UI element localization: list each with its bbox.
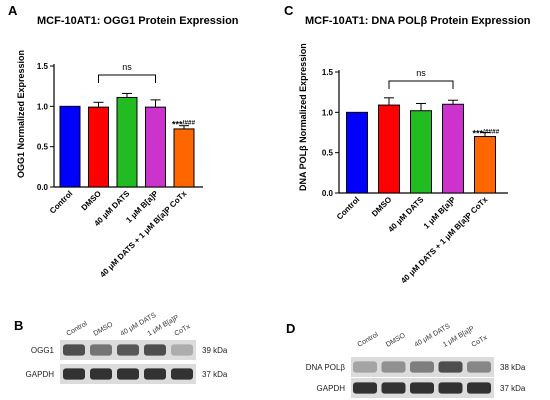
- chart-1-bar: [474, 136, 496, 194]
- blot-0-band: [63, 344, 85, 356]
- chart-0-ytick-label: 0.5: [37, 143, 49, 152]
- blot-1-band: [467, 382, 491, 394]
- chart-0-category-label: DMSO: [80, 189, 103, 212]
- chart-0-significance-stars: ***: [172, 120, 183, 130]
- blot-0-lane-label: CoTx: [174, 323, 192, 338]
- blot-0-band: [63, 368, 85, 380]
- panel-c: C MCF-10AT1: DNA POLβ Protein Expression…: [284, 3, 531, 285]
- panel-d-letter: D: [286, 321, 295, 336]
- blot-0-band: [117, 344, 139, 356]
- blot-1-lane-label: DMSO: [385, 332, 407, 349]
- chart-0-bar: [145, 106, 166, 188]
- blot-0-kda-label: 37 kDa: [202, 370, 228, 379]
- blot-1-band: [381, 361, 406, 373]
- chart-1-ytick-label: 1.5: [322, 68, 334, 77]
- panel-c-ylabel: DNA POLβ Normalized Expression: [298, 43, 308, 191]
- chart-0-ns-bracket: [98, 74, 156, 83]
- blot-0-band: [171, 344, 193, 356]
- blot-0-band: [117, 368, 139, 380]
- chart-0-bar: [88, 106, 109, 188]
- chart-0-bar: [173, 128, 195, 188]
- chart-1-bar: [442, 103, 464, 194]
- blot-0-protein-label: OGG1: [31, 346, 55, 355]
- blot-1-lane-label: Control: [357, 331, 380, 349]
- blot-1-band: [410, 361, 434, 373]
- blot-1-band: [438, 382, 463, 394]
- chart-1-bar: [346, 111, 368, 194]
- blot-1-band: [381, 382, 406, 394]
- chart-1-ns-bracket: [388, 80, 454, 89]
- panel-c-letter: C: [284, 3, 294, 18]
- chart-0-ytick-label: 1.0: [37, 102, 49, 111]
- chart-0-ns-label: ns: [122, 62, 132, 72]
- blot-0-lane-label: DMSO: [93, 321, 115, 338]
- blot-1-protein-label: DNA POLβ: [306, 363, 346, 372]
- chart-1-bar: [378, 104, 400, 194]
- chart-1-significance-stars: ***: [473, 129, 484, 139]
- chart-0-ytick-label: 0.0: [37, 183, 49, 192]
- chart-0-bar: [59, 105, 81, 188]
- chart-1-ytick-label: 0.5: [322, 149, 334, 158]
- blot-0-band: [144, 368, 166, 380]
- chart-1-significance: ***/####: [473, 129, 500, 139]
- blot-1-protein-label: GAPDH: [317, 384, 346, 393]
- blot-1-band: [353, 361, 377, 373]
- chart-1-significance-hashes: /####: [483, 129, 500, 136]
- blot-1-kda-label: 37 kDa: [500, 384, 526, 393]
- chart-0-ytick-label: 1.5: [37, 62, 49, 71]
- blot-1-band: [467, 361, 491, 373]
- chart-1-ns-label: ns: [416, 68, 426, 78]
- chart-1-ytick-label: 0.0: [322, 189, 334, 198]
- blot-0-band: [144, 344, 166, 356]
- chart-0-bar: [116, 96, 138, 188]
- panel-a-letter: A: [8, 3, 18, 18]
- blot-0-band: [90, 344, 112, 356]
- blot-0-protein-label: GAPDH: [26, 370, 55, 379]
- panel-b-letter: B: [14, 318, 23, 333]
- blot-1-band: [410, 382, 434, 394]
- blot-1-band: [438, 361, 463, 373]
- blot-0-lane-label: Control: [66, 320, 89, 338]
- chart-1-ytick-label: 1.0: [322, 108, 334, 117]
- blot-0-band: [90, 368, 112, 380]
- chart-0-category-label: Control: [48, 189, 74, 215]
- chart-0-significance: ***/###: [172, 120, 196, 130]
- blot-0-kda-label: 39 kDa: [202, 346, 228, 355]
- panel-a-ylabel: OGG1 Normalized Expression: [16, 50, 26, 178]
- chart-1-category-label: Control: [335, 195, 361, 221]
- chart-1-bar: [410, 110, 432, 194]
- chart-0-significance-hashes: /###: [183, 120, 196, 127]
- panel-c-title: MCF-10AT1: DNA POLβ Protein Expression: [305, 15, 531, 27]
- chart-1-category-label: DMSO: [370, 195, 393, 218]
- blot-1-kda-label: 38 kDa: [500, 363, 526, 372]
- blot-0-band: [171, 368, 193, 380]
- panel-a: A MCF-10AT1: OGG1 Protein Expression OGG…: [8, 3, 239, 279]
- panel-a-title: MCF-10AT1: OGG1 Protein Expression: [37, 15, 239, 27]
- blot-1-lane-label: CoTx: [471, 334, 489, 349]
- blot-1-band: [353, 382, 377, 394]
